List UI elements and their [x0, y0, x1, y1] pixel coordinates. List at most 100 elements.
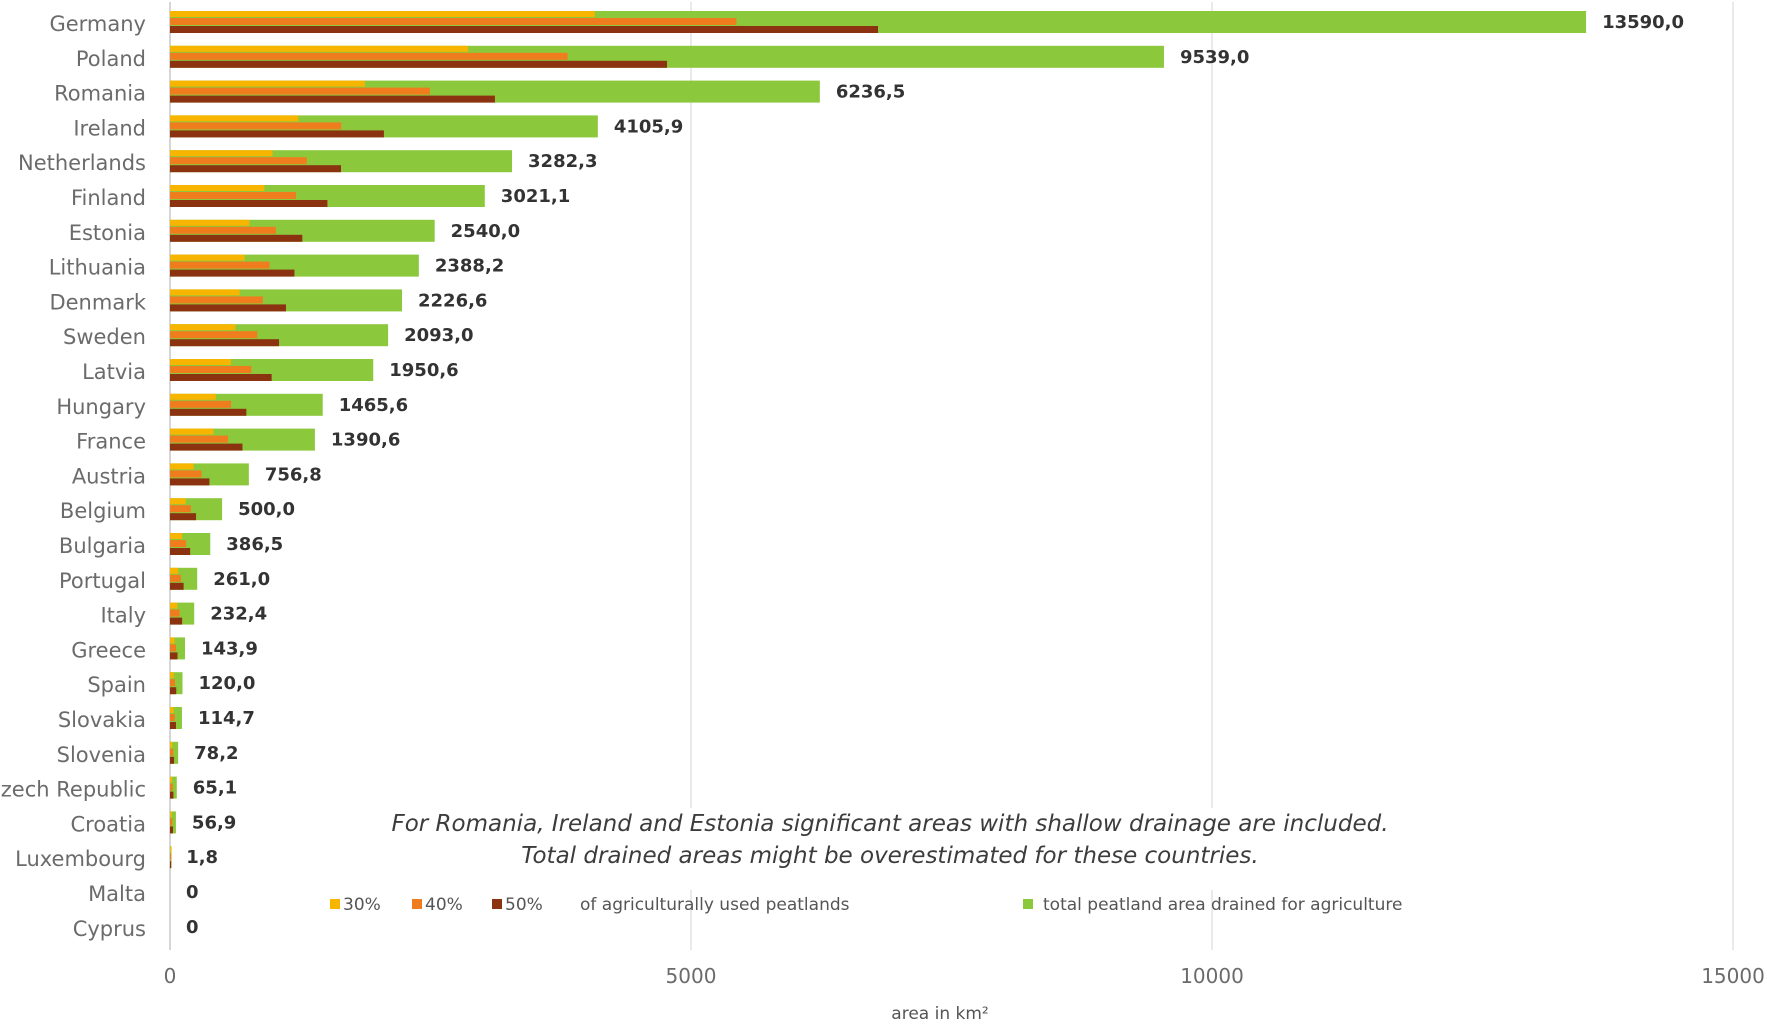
bar-40pct — [170, 331, 258, 339]
bar-50pct — [170, 269, 295, 277]
value-label: 2093,0 — [404, 325, 473, 346]
bar-40pct — [170, 714, 175, 721]
value-label: 65,1 — [193, 778, 237, 799]
bar-30pct — [170, 219, 250, 226]
bar-50pct — [170, 60, 667, 68]
legend-swatch-total — [1023, 899, 1033, 909]
category-label: Greece — [71, 638, 146, 662]
bar-30pct — [170, 637, 175, 644]
x-tick-label: 5000 — [666, 964, 717, 988]
bar-total — [170, 707, 182, 729]
bar-50pct — [170, 826, 173, 834]
value-label: 0 — [186, 882, 199, 903]
bar-50pct — [170, 861, 172, 869]
category-label: Slovenia — [57, 743, 146, 767]
category-label: Latvia — [82, 360, 146, 384]
x-tick-label: 0 — [164, 964, 177, 988]
bar-50pct — [170, 652, 178, 660]
category-label: Portugal — [59, 569, 146, 593]
bar-50pct — [170, 756, 175, 764]
bar-50pct — [170, 722, 176, 729]
bar-30pct — [170, 80, 365, 87]
value-label: 0 — [186, 917, 199, 938]
bar-30pct — [170, 707, 174, 713]
bar-40pct — [170, 18, 737, 25]
bar-30pct — [170, 150, 273, 157]
bar-40pct — [170, 400, 232, 408]
category-label: Finland — [71, 186, 146, 210]
bar-40pct — [170, 87, 430, 95]
bar-40pct — [170, 818, 173, 826]
value-label: 3282,3 — [528, 151, 597, 172]
bar-40pct — [170, 644, 177, 652]
legend-label-30pct: 30% — [343, 895, 381, 915]
bar-30pct — [170, 324, 236, 331]
bar-50pct — [170, 304, 287, 312]
category-label: France — [76, 430, 146, 454]
category-label: Ireland — [73, 116, 146, 140]
bar-30pct — [170, 846, 172, 853]
bar-40pct — [170, 366, 252, 373]
x-axis-title: area in km² — [891, 1004, 988, 1024]
bar-40pct — [170, 748, 174, 756]
x-axis-ticks: 0 5000 10000 15000 — [164, 964, 1765, 988]
bar-40pct — [170, 540, 187, 547]
bar-40pct — [170, 435, 228, 443]
bar-50pct — [170, 582, 184, 590]
value-label: 1,8 — [186, 847, 218, 868]
category-label: Italy — [100, 604, 146, 628]
value-label: 56,9 — [192, 812, 236, 833]
bar-50pct — [170, 408, 247, 416]
bar-30pct — [170, 533, 183, 539]
bar-40pct — [170, 783, 173, 791]
bar-50pct — [170, 478, 210, 486]
annotation-line-1: For Romania, Ireland and Estonia signifi… — [391, 811, 1389, 837]
bar-30pct — [170, 498, 186, 505]
legend-label-40pct: 40% — [425, 895, 463, 915]
bar-50pct — [170, 130, 384, 138]
legend-label-total: total peatland area drained for agricult… — [1043, 895, 1402, 915]
bar-30pct — [170, 115, 299, 122]
value-label: 500,0 — [238, 499, 295, 520]
annotation-line-2: Total drained areas might be overestimat… — [521, 843, 1259, 869]
category-label: Czech Republic — [0, 778, 146, 802]
bar-30pct — [170, 602, 178, 609]
bar-30pct — [170, 428, 214, 435]
bar-30pct — [170, 359, 231, 365]
bar-30pct — [170, 185, 265, 191]
bar-40pct — [170, 505, 191, 513]
bar-total — [170, 811, 176, 834]
bar-30pct — [170, 463, 194, 470]
bar-40pct — [170, 609, 180, 617]
category-label: Spain — [87, 673, 146, 697]
category-label: Estonia — [69, 221, 146, 245]
category-label: Lithuania — [49, 256, 146, 280]
value-label: 2540,0 — [451, 221, 520, 242]
bar-40pct — [170, 157, 307, 165]
legend-swatch-50pct — [492, 899, 502, 909]
bar-50pct — [170, 374, 272, 381]
bar-50pct — [170, 443, 243, 451]
category-labels: Germany Poland Romania Ireland Netherlands Fi… — [0, 12, 147, 941]
value-label: 4105,9 — [614, 116, 683, 137]
value-label: 261,0 — [213, 569, 270, 590]
value-label: 120,0 — [199, 673, 256, 694]
value-label: 13590,0 — [1602, 12, 1684, 33]
bar-40pct — [170, 192, 296, 199]
bar-50pct — [170, 617, 183, 625]
legend-pct-suffix: of agriculturally used peatlands — [580, 895, 850, 915]
bar-30pct — [170, 45, 469, 52]
value-labels: 13590,0 9539,0 6236,5 4105,9 3282,3 3021,1 254… — [186, 12, 1684, 938]
category-label: Malta — [88, 882, 146, 906]
bar-40pct — [170, 122, 342, 130]
bar-50pct — [170, 513, 197, 521]
bar-40pct — [170, 574, 181, 582]
bar-30pct — [170, 741, 173, 748]
category-label: Poland — [76, 47, 146, 71]
category-label: Luxembourg — [15, 847, 146, 871]
bar-40pct — [170, 296, 263, 304]
bar-50pct — [170, 339, 280, 347]
category-label: Belgium — [60, 499, 146, 523]
bar-50pct — [170, 165, 342, 173]
